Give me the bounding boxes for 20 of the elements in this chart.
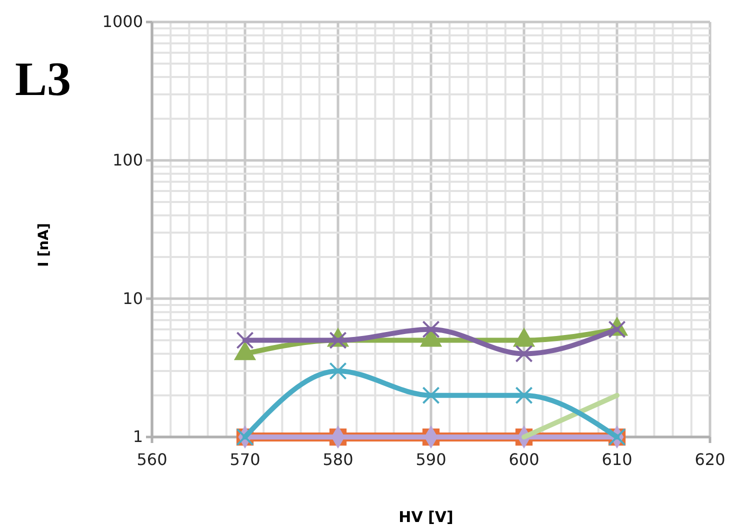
point	[236, 332, 254, 350]
point	[515, 344, 533, 362]
x-tick-label: 580	[322, 450, 354, 470]
point	[422, 320, 440, 338]
x-tick-label: 590	[416, 450, 446, 470]
y-tick-label: 100	[112, 150, 143, 170]
y-tick-label: 10	[122, 288, 143, 308]
point	[329, 362, 347, 380]
y-tick-label: 1000	[102, 12, 143, 32]
x-tick-label: 600	[508, 450, 540, 470]
x-tick-label: 610	[602, 450, 632, 470]
text: L3	[15, 53, 72, 106]
x-tick-label: 560	[136, 450, 168, 470]
point	[515, 386, 533, 404]
x-tick-label: 570	[230, 450, 260, 470]
x-axis-title: HV [V]	[398, 508, 454, 526]
x-tick-label: 620	[694, 450, 726, 470]
point	[422, 386, 440, 404]
y-axis-title: I [nA]	[36, 223, 52, 267]
y-tick-label: 1	[132, 427, 143, 446]
